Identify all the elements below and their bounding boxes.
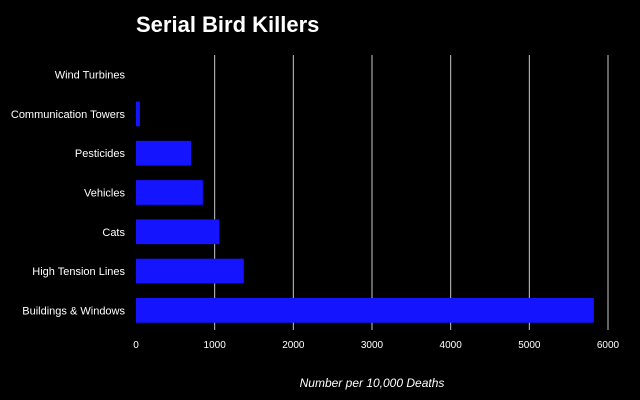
category-label: Buildings & Windows bbox=[22, 305, 125, 317]
bar bbox=[136, 219, 220, 245]
x-tick-label: 0 bbox=[133, 340, 139, 351]
grid-layer bbox=[214, 55, 609, 330]
category-label: Cats bbox=[102, 227, 125, 239]
bar bbox=[136, 297, 594, 323]
bar bbox=[136, 180, 203, 205]
x-tick-labels: 0 1000 2000 3000 4000 5000 6000 bbox=[133, 340, 619, 351]
bar-layer bbox=[136, 62, 594, 323]
x-tick-label: 2000 bbox=[282, 340, 305, 351]
bar bbox=[136, 140, 192, 166]
x-tick-label: 6000 bbox=[597, 340, 620, 351]
category-label: Communication Towers bbox=[11, 109, 126, 121]
x-tick-label: 1000 bbox=[204, 340, 227, 351]
bar bbox=[136, 258, 244, 284]
category-labels: Wind Turbines Communication Towers Pestici… bbox=[11, 70, 126, 318]
category-label: Vehicles bbox=[84, 188, 125, 200]
x-tick-label: 5000 bbox=[518, 340, 541, 351]
x-tick-label: 3000 bbox=[361, 340, 384, 351]
x-axis-label: Number per 10,000 Deaths bbox=[299, 376, 445, 390]
chart-title: Serial Bird Killers bbox=[136, 12, 320, 37]
category-label: Pesticides bbox=[75, 148, 126, 160]
category-label: High Tension Lines bbox=[32, 266, 125, 278]
category-label: Wind Turbines bbox=[55, 70, 126, 82]
bar bbox=[136, 101, 140, 127]
x-tick-label: 4000 bbox=[440, 340, 463, 351]
